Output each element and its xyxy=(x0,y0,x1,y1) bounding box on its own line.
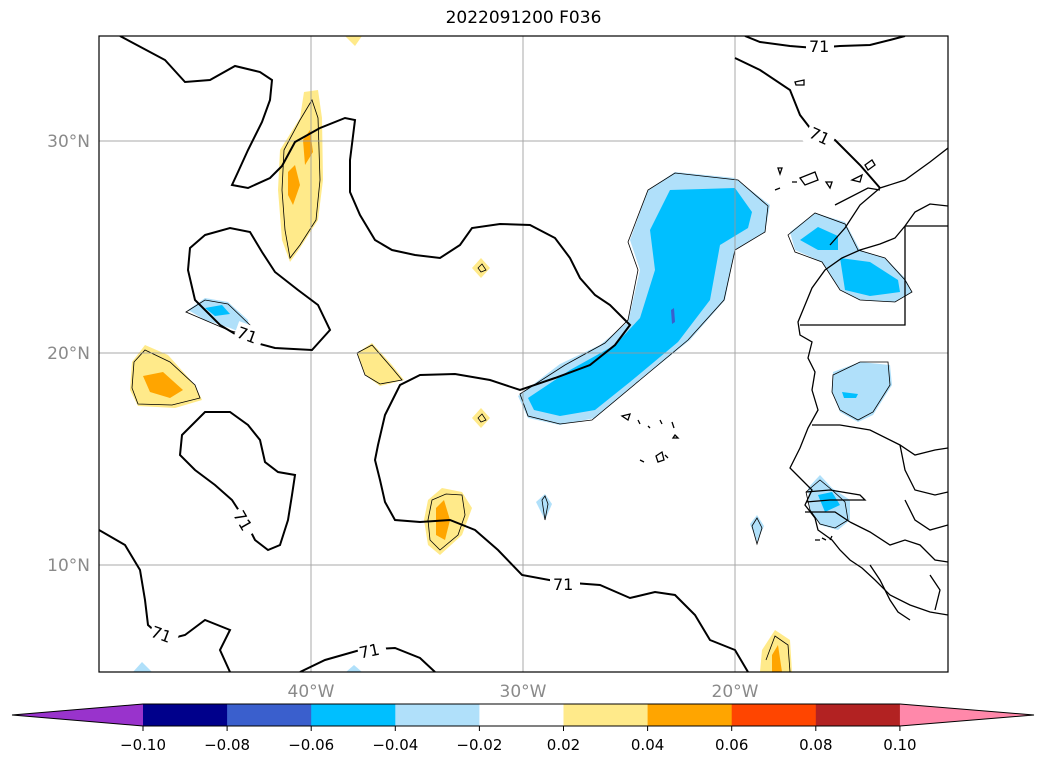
border-c xyxy=(834,187,881,206)
lat-label-30n: 30°N xyxy=(47,132,90,152)
map-frame xyxy=(98,35,949,673)
lon-label-40w: 40°W xyxy=(288,682,335,702)
blue-spot-east xyxy=(750,515,764,542)
contour-71-lower-loop xyxy=(178,411,297,552)
border-inland-c xyxy=(929,574,941,611)
blue-area-africa-north-dark xyxy=(800,227,900,296)
colorbar-tick-label: −0.04 xyxy=(372,736,418,754)
colorbar-tick-label: −0.02 xyxy=(456,736,502,754)
border-guinea xyxy=(849,521,948,563)
blue-area-left-dark xyxy=(205,305,230,316)
blue-spot-bottom-left xyxy=(133,662,152,672)
bissagos xyxy=(815,535,833,541)
longitude-labels: 40°W 30°W 20°W xyxy=(288,682,759,702)
colorbar-segment xyxy=(563,704,649,726)
canary-islands xyxy=(774,159,876,191)
border-inland-b xyxy=(869,564,911,621)
colorbar-segment xyxy=(143,704,228,726)
orange-area-southeast xyxy=(772,645,782,672)
blue-spot-bottom-mid xyxy=(346,665,362,672)
colorbar-under-arrow xyxy=(12,704,143,726)
africa-coastline xyxy=(789,203,948,616)
blue-area-west-africa-light xyxy=(832,362,892,422)
contour-label: 71 xyxy=(809,37,829,56)
colorbar-tick-label: 0.10 xyxy=(883,736,916,754)
colorbar-tick-label: −0.06 xyxy=(288,736,334,754)
colorbar-segment xyxy=(227,704,312,726)
lat-label-10n: 10°N xyxy=(47,556,90,576)
map-panel: 71 71 71 71 71 71 71 xyxy=(99,36,948,672)
border-b xyxy=(800,226,906,326)
lon-label-30w: 30°W xyxy=(500,682,547,702)
colorbar-tick-label: 0.06 xyxy=(715,736,748,754)
blue-band-main-dark xyxy=(528,188,752,416)
colorbar-tick-label: 0.02 xyxy=(547,736,580,754)
border-inland-d xyxy=(904,499,948,531)
border-inland-a xyxy=(899,444,948,496)
colorbar-segment xyxy=(647,704,733,726)
contour-71-northwest xyxy=(119,36,749,672)
colorbar-segment xyxy=(815,704,901,726)
colorbar-tick-label: −0.10 xyxy=(120,736,166,754)
contour-71-east xyxy=(734,57,881,189)
lat-label-20n: 20°N xyxy=(47,344,90,364)
latitude-labels: 30°N 20°N 10°N xyxy=(47,132,90,576)
blue-area-west-africa-dark xyxy=(842,392,858,398)
contour-label: 71 xyxy=(553,575,573,594)
border-gambia xyxy=(805,489,867,503)
blue-spot-mid xyxy=(536,494,552,520)
colorbar-tick-label: −0.08 xyxy=(204,736,250,754)
colorbar-segment xyxy=(479,704,564,726)
colorbar-tick-label: 0.08 xyxy=(799,736,832,754)
madeira xyxy=(794,79,805,86)
colorbar: −0.10 −0.08 −0.06 −0.04 −0.02 0.02 0.04 0.06 0.0… xyxy=(11,703,1035,754)
orange-spot-north-a xyxy=(288,165,300,205)
colorbar-over-arrow xyxy=(899,704,1034,726)
colorbar-tick-label: 0.04 xyxy=(631,736,664,754)
contour-71-left-loop xyxy=(186,226,332,352)
map-title: 2022091200 F036 xyxy=(445,8,602,28)
yellow-spot-b xyxy=(472,408,490,428)
colorbar-segment xyxy=(731,704,817,726)
yellow-spot-a xyxy=(472,258,490,278)
border-guinea-bissau xyxy=(805,511,851,523)
cape-verde-islands xyxy=(620,413,680,463)
contour-labels: 71 71 71 71 71 71 71 xyxy=(147,36,838,663)
yellow-area-top xyxy=(345,36,362,46)
lon-label-20w: 20°W xyxy=(712,682,759,702)
blue-purple-spot xyxy=(671,308,675,324)
contour-label: 71 xyxy=(357,640,381,663)
colorbar-segment xyxy=(311,704,396,726)
yellow-area-mid-north xyxy=(357,343,404,386)
colorbar-segment xyxy=(395,704,480,726)
thin-contours xyxy=(131,99,913,672)
orange-area-west xyxy=(143,372,183,398)
blue-area-senegal-dark xyxy=(818,492,840,512)
